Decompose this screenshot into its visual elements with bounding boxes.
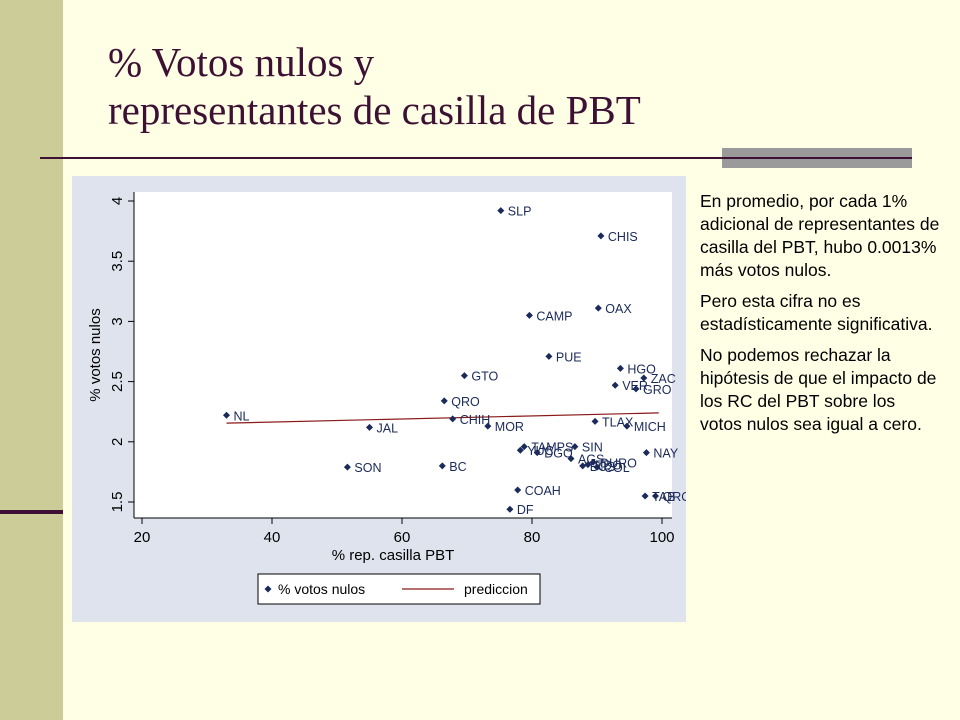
data-point-label: SLP (508, 205, 532, 219)
data-point (440, 397, 448, 405)
y-tick-label: 2 (109, 438, 126, 446)
data-point-label: GTO (471, 370, 498, 384)
data-point-label: DGO (544, 447, 573, 461)
data-point-label: HGO (627, 362, 656, 376)
data-point (567, 455, 575, 463)
title-underline (40, 157, 912, 159)
data-point-label: NL (234, 409, 250, 423)
commentary-paragraph-3: No podemos rechazar la hipótesis de que … (700, 345, 937, 434)
data-point-label: PUE (556, 350, 582, 364)
data-point-label: DF (517, 503, 534, 517)
data-point (571, 443, 579, 451)
prediction-line (226, 412, 659, 424)
data-point-label: VER (622, 379, 648, 393)
x-tick-label: 40 (264, 529, 281, 546)
y-axis-title: % votos nulos (87, 308, 104, 401)
data-point (584, 461, 592, 469)
y-tick-label: 3 (109, 317, 126, 325)
left-decoration-bar (0, 0, 63, 720)
slide-title: % Votos nulos y representantes de casill… (108, 38, 808, 134)
commentary-paragraph-1: En promedio, por cada 1% adicional de re… (700, 191, 940, 280)
data-point-label: MICH (634, 420, 666, 434)
data-point (640, 374, 648, 382)
data-point (460, 372, 468, 380)
legend-box (257, 573, 541, 605)
data-point (641, 492, 649, 500)
legend-label-points: % votos nulos (278, 581, 365, 597)
data-point (589, 458, 597, 466)
data-point-label: NAY (653, 447, 678, 461)
x-tick-label: 60 (394, 529, 411, 546)
data-point (616, 364, 624, 372)
y-tick-label: 1.5 (109, 492, 126, 513)
data-point (533, 449, 541, 457)
y-tick-label: 4 (109, 197, 126, 205)
data-point (497, 207, 505, 215)
data-point (516, 446, 524, 454)
data-point (520, 443, 528, 451)
data-point-label: MOR (495, 420, 524, 434)
data-point-label: CHIH (460, 413, 491, 427)
data-point (506, 505, 514, 513)
data-point-label: SON (354, 461, 381, 475)
data-point (223, 411, 230, 419)
data-point-label: QROO (663, 490, 687, 504)
data-point-label: QRO (451, 395, 480, 409)
x-axis-title: % rep. casilla PBT (332, 547, 455, 564)
data-point (593, 463, 601, 471)
data-point (611, 381, 619, 389)
data-point-label: JAL (377, 421, 399, 435)
data-point (632, 385, 640, 393)
y-tick-label: 3.5 (109, 251, 126, 272)
data-point (597, 232, 605, 240)
data-point-label: CHIS (608, 230, 638, 244)
data-point-label: DURO (600, 456, 637, 470)
data-point (343, 463, 351, 471)
data-point (623, 422, 631, 430)
data-point (579, 462, 587, 470)
data-point-label: ZAC (651, 372, 676, 386)
commentary-paragraph-2: Pero esta cifra no es estadísticamente s… (700, 291, 933, 334)
data-point (366, 423, 373, 431)
data-point-label: SIN (582, 441, 603, 455)
data-point (652, 492, 659, 500)
data-point (525, 311, 533, 319)
data-point-label: YUC (527, 444, 553, 458)
data-point (594, 304, 602, 312)
x-tick-label: 20 (134, 529, 151, 546)
x-tick-label: 100 (649, 529, 674, 546)
legend-label-line: prediccion (464, 581, 528, 597)
slide-title-line1: % Votos nulos y (108, 39, 375, 85)
data-point (591, 417, 599, 425)
data-point-label: EDO (595, 459, 622, 473)
data-point (514, 486, 522, 494)
data-point (484, 422, 492, 430)
left-decoration-rule (0, 510, 63, 514)
data-point-label: GRO (643, 383, 672, 397)
data-point-label: CAMP (536, 309, 572, 323)
data-point (642, 449, 650, 457)
data-point (545, 352, 553, 360)
data-point-label: BC (449, 460, 466, 474)
data-point-label: BCS (590, 460, 616, 474)
slide-title-line2: representantes de casilla de PBT (108, 87, 641, 133)
data-point-label: COL (604, 461, 630, 475)
data-point-label: AGS (578, 453, 604, 467)
data-point (449, 415, 457, 423)
data-point-label: OAX (605, 302, 632, 316)
data-point-label: TAB (652, 490, 675, 504)
data-point (438, 462, 446, 470)
chart-panel: 20 40 60 80 100 1.5 2 2.5 3 3.5 4 % rep. casilla PB… (72, 176, 686, 622)
commentary-text: En promedio, por cada 1% adicional de re… (700, 190, 940, 444)
data-point-label: COAH (525, 484, 561, 498)
data-point-label: TAMPS (531, 441, 573, 455)
legend-marker-points (264, 585, 272, 593)
y-tick-label: 2.5 (109, 371, 126, 392)
scatter-chart: 20 40 60 80 100 1.5 2 2.5 3 3.5 4 % rep. casilla PB… (87, 192, 687, 605)
x-tick-label: 80 (524, 529, 541, 546)
